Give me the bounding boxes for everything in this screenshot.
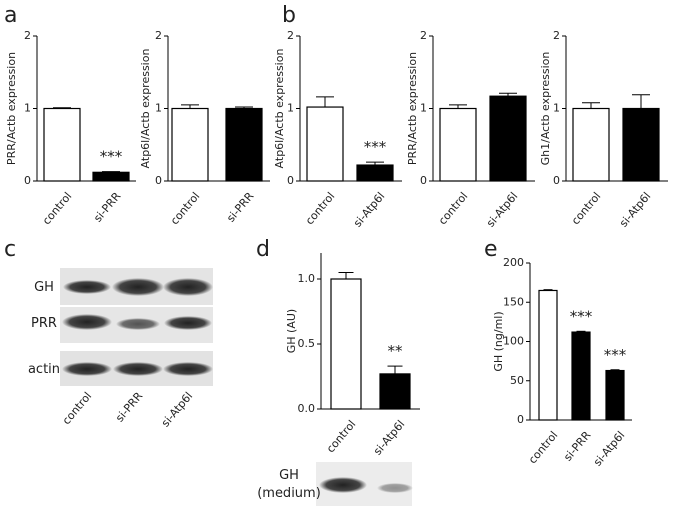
bar: [225, 107, 263, 182]
y-tick-label: 200: [503, 256, 524, 269]
bar: [43, 107, 81, 182]
x-tick-label: control: [303, 190, 337, 228]
significance: **: [388, 342, 404, 360]
y-tick-label: 1: [155, 102, 162, 115]
y-tick-label: 100: [503, 335, 524, 348]
y-tick-label: 2: [24, 29, 31, 42]
x-tick-label: si-PRR: [224, 189, 256, 224]
bar: [379, 373, 411, 410]
y-tick-label: 0.5: [298, 337, 316, 350]
significance: ***: [570, 307, 593, 325]
blot-lane-label: si-PRR: [113, 389, 145, 424]
bar: [306, 106, 344, 182]
y-tick-label: 1: [287, 102, 294, 115]
bar: [572, 107, 610, 182]
y-axis-label: Gh1/Actb expression: [539, 52, 552, 166]
x-tick-label: si-Atp6l: [484, 190, 520, 230]
y-tick-label: 1: [553, 102, 560, 115]
bar: [622, 107, 660, 182]
bar: [171, 107, 209, 182]
x-tick-label: si-Atp6l: [617, 190, 653, 230]
y-tick-label: 2: [553, 29, 560, 42]
x-tick-label: si-Atp6l: [591, 429, 627, 469]
y-axis-label: PRR/Actb expression: [5, 52, 18, 165]
y-axis-label: Atp6l/Actb expression: [139, 49, 152, 169]
bar: [92, 171, 130, 182]
y-tick-label: 2: [420, 29, 427, 42]
y-tick-label: 1: [24, 102, 31, 115]
y-tick-label: 0.0: [298, 402, 316, 415]
x-tick-label: control: [569, 190, 603, 228]
y-tick-label: 0: [287, 174, 294, 187]
x-tick-label: control: [324, 418, 358, 456]
panel-letter: b: [282, 3, 296, 28]
y-tick-label: 0: [553, 174, 560, 187]
significance: ***: [364, 138, 387, 156]
x-tick-label: control: [168, 190, 202, 228]
x-tick-label: si-Atp6l: [371, 418, 407, 458]
y-tick-label: 0: [517, 413, 524, 426]
x-tick-label: si-Atp6l: [351, 190, 387, 230]
x-tick-label: si-PRR: [561, 428, 593, 463]
y-axis-label: GH (ng/ml): [492, 311, 505, 371]
bar: [571, 331, 591, 421]
bar: [330, 278, 362, 410]
y-tick-label: 2: [155, 29, 162, 42]
y-tick-label: 0: [155, 174, 162, 187]
y-axis-label: Atp6l/Actb expression: [273, 49, 286, 169]
x-tick-label: si-PRR: [91, 189, 123, 224]
bar: [538, 289, 558, 421]
y-tick-label: 0: [420, 174, 427, 187]
y-axis-label: PRR/Actb expression: [406, 52, 419, 165]
blot-c: [60, 268, 213, 386]
panel-letter: e: [484, 237, 498, 262]
blot-lane-label: si-Atp6l: [159, 390, 195, 430]
x-tick-label: control: [526, 429, 560, 467]
significance: ***: [604, 346, 627, 364]
blot-row-label: actin: [28, 362, 60, 377]
significance: ***: [100, 148, 123, 166]
blot-label: GH: [279, 468, 299, 483]
blot-row-label: GH: [34, 280, 54, 295]
x-tick-label: control: [436, 190, 470, 228]
bar: [489, 95, 527, 182]
panel-letter: a: [4, 3, 17, 28]
y-tick-label: 1: [420, 102, 427, 115]
blot-d: [316, 462, 413, 506]
y-tick-label: 50: [510, 374, 524, 387]
y-axis-label: GH (AU): [285, 309, 298, 353]
bar: [605, 369, 625, 421]
panel-letter: c: [4, 237, 16, 262]
panel-letter: d: [256, 237, 270, 262]
y-tick-label: 1.0: [298, 272, 316, 285]
y-tick-label: 150: [503, 295, 524, 308]
y-tick-label: 2: [287, 29, 294, 42]
y-tick-label: 0: [24, 174, 31, 187]
blot-label: (medium): [257, 486, 321, 501]
x-tick-label: control: [40, 190, 74, 228]
blot-row-label: PRR: [31, 316, 57, 331]
bar: [356, 164, 394, 182]
bar: [439, 107, 477, 182]
blot-lane-label: control: [60, 390, 94, 428]
